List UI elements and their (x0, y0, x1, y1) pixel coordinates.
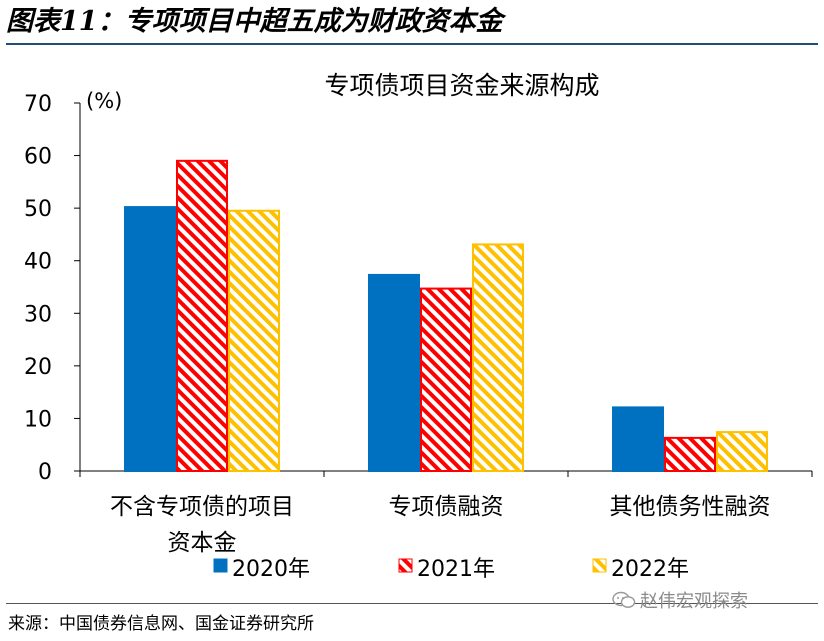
x-tick-label: 其他债务性融资 (610, 494, 771, 520)
legend-label: 2021年 (417, 557, 495, 582)
y-tick-label: 30 (24, 302, 52, 327)
y-axis: 0 10 20 30 40 50 60 70 (24, 92, 81, 485)
bar-2021年-2 (664, 436, 716, 473)
x-tick-label: 资本金 (168, 530, 237, 556)
watermark: 赵伟宏观探索 (612, 587, 748, 613)
source-note: 来源：中国债券信息网、国金证券研究所 (8, 614, 314, 634)
y-tick-label: 60 (24, 145, 52, 170)
bar-2020年-0 (124, 206, 176, 472)
bar-2022年-0 (228, 209, 280, 472)
y-tick-label: 40 (24, 250, 52, 275)
bars (124, 159, 768, 473)
bar-2022年-2 (716, 431, 768, 472)
bar-2022年-1 (472, 243, 524, 472)
chart-title: 专项债项目资金来源构成 (324, 71, 599, 100)
bar-2020年-2 (612, 406, 664, 473)
bar-2021年-0 (176, 159, 228, 472)
y-tick-label: 50 (24, 197, 52, 222)
footer-rule (6, 603, 818, 604)
y-axis-unit-label: (%) (86, 89, 122, 113)
legend-swatch (592, 558, 607, 573)
y-tick-label: 0 (38, 460, 52, 485)
bar-2021年-1 (420, 287, 472, 472)
legend-label: 2020年 (232, 557, 310, 582)
y-tick-label: 20 (24, 355, 52, 380)
legend-label: 2022年 (611, 557, 689, 582)
legend-swatch (398, 558, 413, 573)
watermark-text: 赵伟宏观探索 (640, 591, 748, 612)
y-tick-label: 70 (24, 92, 52, 117)
y-tick-label: 10 (24, 407, 52, 432)
bar-2020年-1 (368, 273, 420, 472)
title-rule (6, 43, 818, 45)
legend: 2020年 2021年 2022年 (213, 557, 689, 582)
wechat-icon (612, 591, 636, 608)
x-tick-label: 不含专项债的项目 (110, 494, 294, 520)
x-tick-label: 专项债融资 (389, 494, 504, 520)
legend-swatch (213, 558, 228, 573)
figure-title: 图表11：专项项目中超五成为财政资本金 (6, 6, 503, 37)
